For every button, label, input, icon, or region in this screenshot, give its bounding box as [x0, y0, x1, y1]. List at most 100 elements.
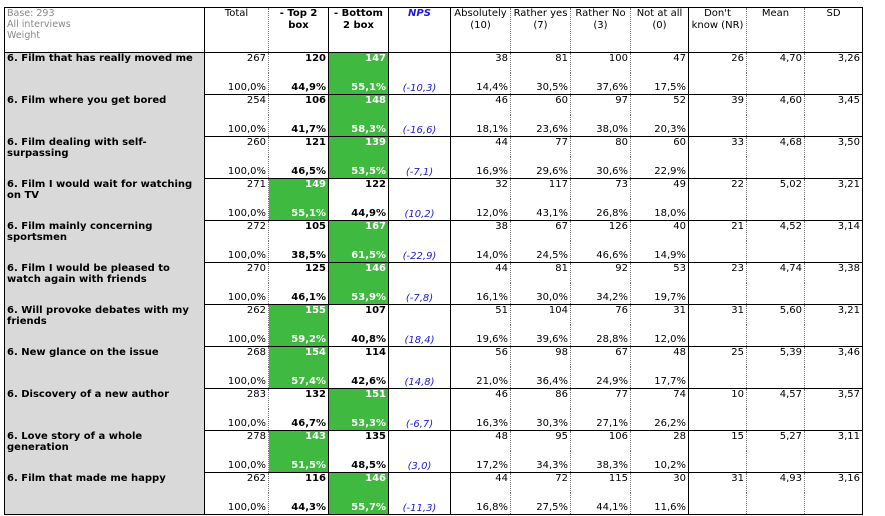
bottom2-count: 146	[328, 262, 389, 283]
mean-value: 5,27	[746, 430, 805, 451]
rather-no-percent: 38,3%	[570, 451, 631, 473]
table-row-percent: 100,0% 59,2% 40,8% (18,4) 19,6% 39,6% 28,8% 12,…	[5, 325, 863, 347]
total-count: 267	[204, 52, 269, 73]
row-label: 6. Film that has really moved me	[4, 52, 205, 95]
total-percent: 100,0%	[204, 367, 269, 389]
dont-know-empty	[688, 241, 747, 263]
sd-value: 3,26	[804, 52, 863, 73]
sd-value: 3,57	[804, 388, 863, 409]
mean-value: 5,39	[746, 346, 805, 367]
rather-yes-percent: 36,4%	[510, 367, 571, 389]
absolutely-count: 51	[450, 304, 511, 325]
nps-empty	[388, 304, 451, 325]
total-count: 268	[204, 346, 269, 367]
dont-know-count: 39	[688, 94, 747, 115]
table-row: 6. Film mainly concerning sportsmen 272 10…	[4, 220, 863, 263]
top2-count: 155	[268, 304, 329, 325]
dont-know-count: 31	[688, 304, 747, 325]
mean-empty	[746, 325, 805, 347]
dont-know-count: 25	[688, 346, 747, 367]
table-row-percent: 100,0% 51,5% 48,5% (3,0) 17,2% 34,3% 38,3% 10,2…	[5, 451, 863, 473]
table-row-percent: 100,0% 38,5% 61,5% (-22,9) 14,0% 24,5% 46,6% 14…	[5, 241, 863, 263]
mean-empty	[746, 409, 805, 431]
rather-no-percent: 44,1%	[570, 493, 631, 515]
row-label: 6. Will provoke debates with my friends	[4, 304, 205, 347]
rather-yes-count: 81	[510, 262, 571, 283]
total-count: 270	[204, 262, 269, 283]
not-at-all-percent: 12,0%	[630, 325, 689, 347]
not-at-all-percent: 22,9%	[630, 157, 689, 179]
not-at-all-count: 40	[630, 220, 689, 241]
nps-empty	[388, 178, 451, 199]
rather-yes-percent: 34,3%	[510, 451, 571, 473]
col-header-not-at-all: Not at all (0)	[630, 7, 689, 53]
absolutely-percent: 14,4%	[450, 73, 511, 95]
dont-know-count: 10	[688, 388, 747, 409]
rather-yes-percent: 29,6%	[510, 157, 571, 179]
table-row-percent: 100,0% 41,7% 58,3% (-16,6) 18,1% 23,6% 38,0% 20…	[5, 115, 863, 137]
nps-empty	[388, 136, 451, 157]
rather-no-percent: 26,8%	[570, 199, 631, 221]
rather-no-count: 92	[570, 262, 631, 283]
nps-value: (3,0)	[388, 451, 451, 473]
dont-know-count: 22	[688, 178, 747, 199]
nps-empty	[388, 52, 451, 73]
absolutely-percent: 19,6%	[450, 325, 511, 347]
bottom2-count: 151	[328, 388, 389, 409]
mean-value: 4,93	[746, 472, 805, 493]
not-at-all-count: 60	[630, 136, 689, 157]
not-at-all-percent: 20,3%	[630, 115, 689, 137]
rather-yes-percent: 30,5%	[510, 73, 571, 95]
col-header-nps: NPS	[388, 7, 451, 53]
dont-know-count: 21	[688, 220, 747, 241]
absolutely-count: 46	[450, 388, 511, 409]
rather-no-percent: 24,9%	[570, 367, 631, 389]
absolutely-percent: 16,3%	[450, 409, 511, 431]
total-percent: 100,0%	[204, 157, 269, 179]
sd-empty	[804, 241, 863, 263]
mean-empty	[746, 493, 805, 515]
bottom2-percent: 53,9%	[328, 283, 389, 305]
absolutely-count: 46	[450, 94, 511, 115]
top2-count: 120	[268, 52, 329, 73]
rather-no-percent: 30,6%	[570, 157, 631, 179]
col-header-bottom2: - Bottom 2 box	[328, 7, 389, 53]
dont-know-empty	[688, 199, 747, 221]
top2-percent: 57,4%	[268, 367, 329, 389]
absolutely-count: 56	[450, 346, 511, 367]
bottom2-count: 114	[328, 346, 389, 367]
rather-no-count: 126	[570, 220, 631, 241]
nps-empty	[388, 388, 451, 409]
mean-empty	[746, 199, 805, 221]
dont-know-empty	[688, 409, 747, 431]
sd-empty	[804, 199, 863, 221]
sd-empty	[804, 451, 863, 473]
top2-percent: 51,5%	[268, 451, 329, 473]
top2-count: 154	[268, 346, 329, 367]
dont-know-empty	[688, 157, 747, 179]
row-label: 6. Film I would wait for watching on TV	[4, 178, 205, 221]
top2-percent: 46,5%	[268, 157, 329, 179]
absolutely-percent: 18,1%	[450, 115, 511, 137]
rather-no-percent: 27,1%	[570, 409, 631, 431]
not-at-all-percent: 11,6%	[630, 493, 689, 515]
dont-know-empty	[688, 493, 747, 515]
rather-yes-percent: 24,5%	[510, 241, 571, 263]
top2-count: 116	[268, 472, 329, 493]
absolutely-percent: 16,9%	[450, 157, 511, 179]
row-label: 6. Film where you get bored	[4, 94, 205, 137]
top2-percent: 38,5%	[268, 241, 329, 263]
table-row-percent: 100,0% 44,3% 55,7% (-11,3) 16,8% 27,5% 44,1% 11…	[5, 493, 863, 515]
sd-value: 3,14	[804, 220, 863, 241]
not-at-all-count: 30	[630, 472, 689, 493]
total-count: 278	[204, 430, 269, 451]
sd-empty	[804, 73, 863, 95]
total-percent: 100,0%	[204, 241, 269, 263]
table-row: 6. Discovery of a new author 283 132 151 46 8…	[4, 388, 863, 431]
total-percent: 100,0%	[204, 199, 269, 221]
dont-know-empty	[688, 73, 747, 95]
nps-value: (-7,1)	[388, 157, 451, 179]
sd-empty	[804, 283, 863, 305]
sd-empty	[804, 115, 863, 137]
not-at-all-count: 28	[630, 430, 689, 451]
